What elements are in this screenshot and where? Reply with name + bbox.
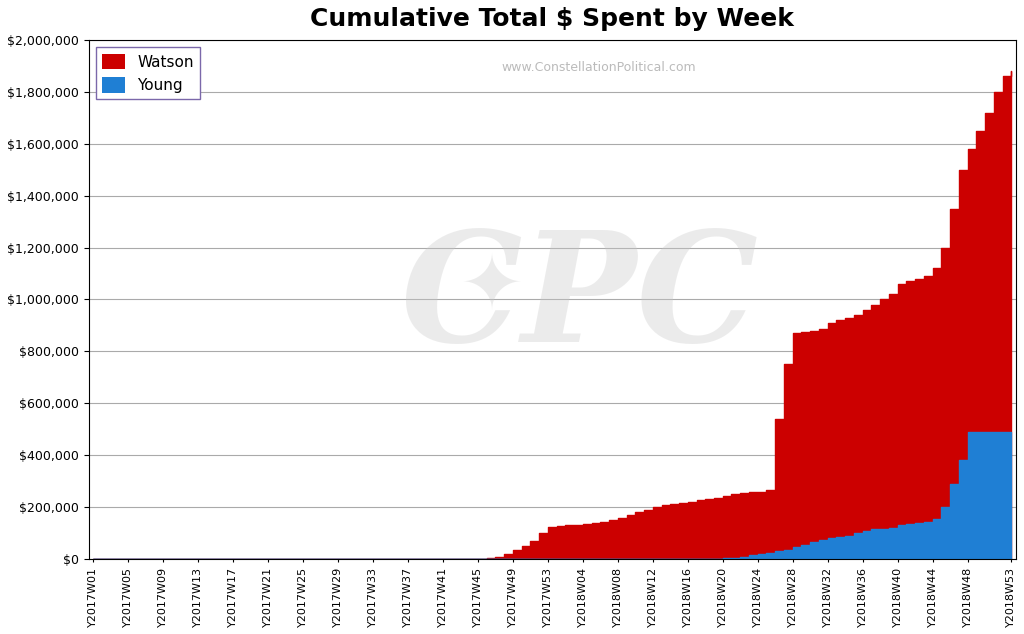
Text: ✦: ✦ [460, 252, 524, 326]
Title: Cumulative Total $ Spent by Week: Cumulative Total $ Spent by Week [310, 7, 794, 31]
Legend: Watson, Young: Watson, Young [96, 48, 200, 100]
Text: CPC: CPC [401, 225, 759, 374]
Text: www.ConstellationPolitical.com: www.ConstellationPolitical.com [501, 61, 696, 74]
